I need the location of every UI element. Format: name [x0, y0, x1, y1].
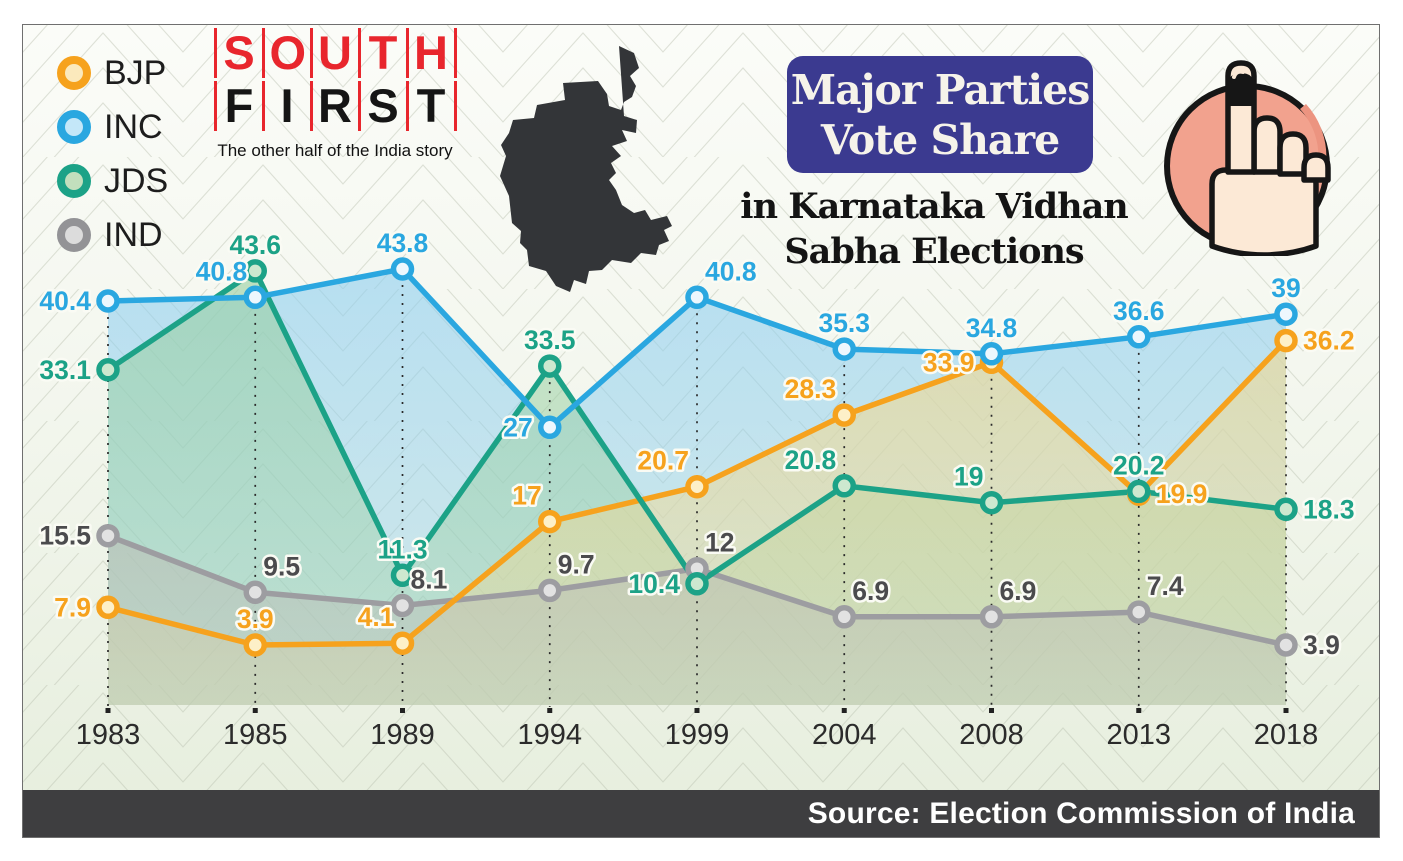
logo-letter: S	[367, 79, 399, 132]
legend-marker-ind	[57, 218, 91, 252]
logo-letter: R	[318, 79, 352, 132]
voter-ink-finger-icon	[1164, 60, 1331, 256]
logo-letter-separator	[213, 27, 217, 78]
logo-letter: O	[269, 26, 307, 79]
source-text: Source: Election Commission of India	[807, 796, 1355, 830]
logo-letter: T	[368, 26, 398, 79]
logo-letter: H	[414, 26, 448, 79]
logo-letter-separator	[453, 27, 457, 78]
legend-label-ind: IND	[104, 216, 163, 254]
logo-letter-separator	[309, 27, 313, 78]
logo-letter-separator	[405, 80, 409, 131]
logo-letter: S	[223, 26, 255, 79]
logo-letter: F	[224, 79, 254, 132]
legend-marker-inc	[57, 110, 91, 144]
logo-letter: I	[280, 79, 294, 132]
legend-label-bjp: BJP	[104, 54, 167, 92]
subtitle-line1: in Karnataka Vidhan	[740, 186, 1128, 227]
logo-letter-separator	[357, 80, 361, 131]
source-bar: Source: Election Commission of India	[23, 790, 1379, 837]
legend-marker-bjp	[57, 56, 91, 90]
subtitle: in Karnataka Vidhan Sabha Elections	[738, 184, 1130, 274]
title-line2: Vote Share	[820, 116, 1060, 164]
logo-letter-separator	[261, 27, 265, 78]
logo-letter: U	[318, 26, 352, 79]
logo-letter-separator	[357, 27, 361, 78]
logo-letter-separator	[405, 27, 409, 78]
legend-label-jds: JDS	[104, 162, 169, 200]
logo-letter: T	[416, 79, 446, 132]
logo-letter-separator	[213, 80, 217, 131]
logo-letter-separator	[261, 80, 265, 131]
subtitle-line2: Sabha Elections	[784, 231, 1084, 272]
logo-tagline: The other half of the India story	[217, 141, 453, 160]
legend-item-inc: INC	[57, 110, 168, 144]
legend-item-jds: JDS	[57, 164, 168, 198]
legend-marker-jds	[57, 164, 91, 198]
legend-item-bjp: BJP	[57, 56, 168, 90]
title-line1: Major Parties	[790, 66, 1091, 114]
logo-letter-separator	[453, 80, 457, 131]
legend-label-inc: INC	[104, 108, 163, 146]
title-badge: Major Parties Vote Share	[787, 56, 1093, 173]
chart-legend: BJP INC JDS IND	[57, 56, 168, 252]
logo-letter-separator	[309, 80, 313, 131]
karnataka-map	[500, 46, 672, 292]
legend-item-ind: IND	[57, 218, 168, 252]
